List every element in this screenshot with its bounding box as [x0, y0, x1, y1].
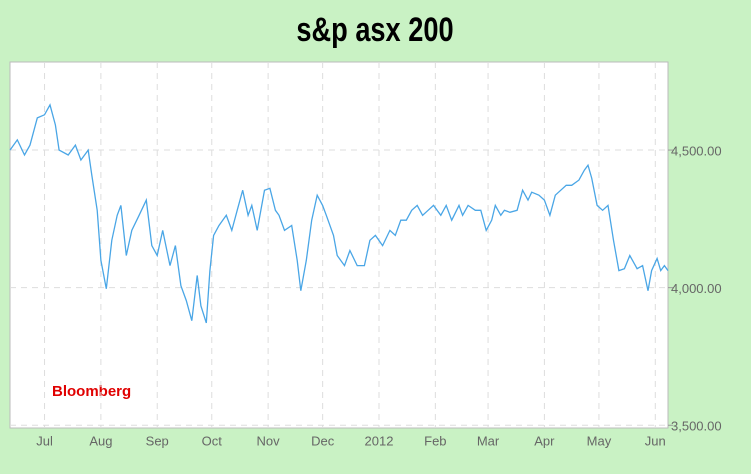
x-tick-label: Jul	[36, 433, 53, 448]
x-tick-label: Apr	[534, 433, 555, 448]
x-tick-label: Mar	[477, 433, 500, 448]
x-tick-label: Jun	[645, 433, 666, 448]
x-tick-label: Oct	[202, 433, 223, 448]
chart-title: s&p asx 200	[296, 10, 453, 49]
annotation: Bloomberg	[52, 383, 131, 400]
x-tick-label: 2012	[365, 433, 394, 448]
plot-area	[9, 61, 669, 429]
x-tick-label: Feb	[424, 433, 446, 448]
y-tick-label: 4,000.00	[671, 281, 722, 296]
x-tick-label: May	[587, 433, 612, 448]
x-tick-label: Aug	[89, 433, 112, 448]
y-tick-label: 4,500.00	[671, 143, 722, 158]
price-line	[9, 103, 669, 324]
x-tick-label: Sep	[146, 433, 169, 448]
x-tick-label: Nov	[257, 433, 281, 448]
x-tick-label: Dec	[311, 433, 335, 448]
y-tick-label: 3,500.00	[671, 419, 722, 434]
